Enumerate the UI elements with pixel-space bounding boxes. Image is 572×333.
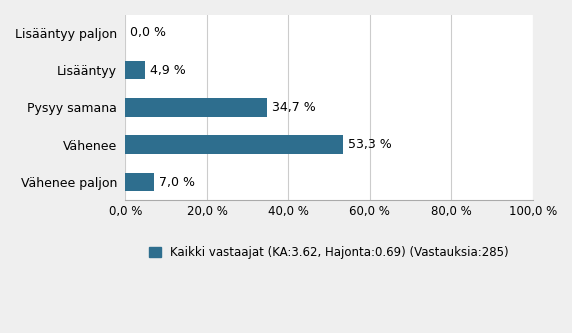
Text: 34,7 %: 34,7 % [272, 101, 316, 114]
Text: 4,9 %: 4,9 % [150, 64, 186, 77]
Legend: Kaikki vastaajat (KA:3.62, Hajonta:0.69) (Vastauksia:285): Kaikki vastaajat (KA:3.62, Hajonta:0.69)… [145, 242, 514, 264]
Text: 7,0 %: 7,0 % [159, 175, 195, 188]
Text: 53,3 %: 53,3 % [348, 138, 391, 151]
Bar [125, 136, 343, 154]
Bar [125, 98, 267, 117]
Text: 0,0 %: 0,0 % [130, 26, 166, 39]
Bar [125, 61, 145, 79]
Bar [125, 173, 154, 191]
